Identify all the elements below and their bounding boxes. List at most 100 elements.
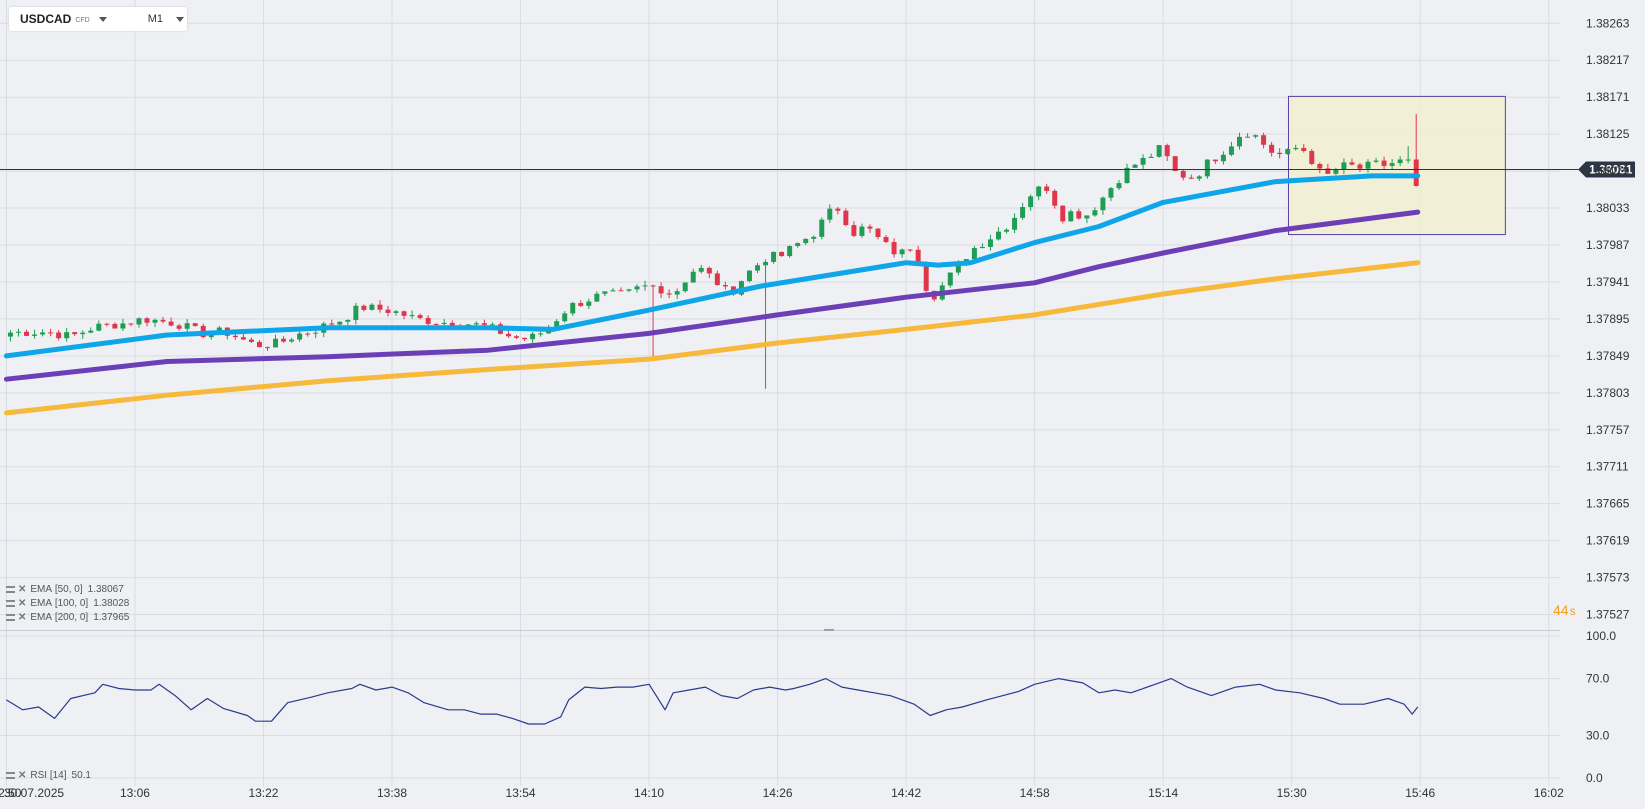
candle-body	[915, 249, 921, 264]
candle-body	[1389, 163, 1395, 166]
timeframe-dropdown-chevron-icon[interactable]	[176, 16, 185, 22]
indicator-remove-icon[interactable]: ✕	[18, 598, 27, 609]
candle-body	[586, 301, 592, 306]
indicator-remove-icon[interactable]: ✕	[18, 612, 27, 623]
candle-body	[1341, 162, 1347, 170]
candle-body	[136, 318, 142, 325]
candle-body	[610, 290, 616, 292]
candle-body	[1012, 217, 1018, 230]
price-axis-label: 1.37895	[1586, 312, 1630, 326]
candle-body	[1277, 152, 1283, 155]
rsi-axis-label: 100.0	[1586, 629, 1616, 643]
current-price-label: 1.38081	[1589, 163, 1633, 177]
candle-body	[522, 337, 528, 340]
candle-body	[1164, 145, 1170, 157]
candle-body	[184, 323, 190, 329]
candle-body	[907, 249, 913, 251]
candle-body	[803, 238, 809, 244]
indicator-remove-icon[interactable]: ✕	[18, 770, 27, 781]
time-axis-label: 13:54	[506, 786, 536, 800]
candle-body	[923, 263, 929, 291]
candle-body	[811, 236, 817, 239]
current-price-tag	[1578, 161, 1635, 178]
indicator-remove-icon[interactable]: ✕	[18, 584, 27, 595]
candle-body	[208, 334, 214, 338]
candle-body	[843, 210, 849, 226]
candle-body	[618, 290, 624, 292]
candle-body	[329, 323, 335, 325]
time-axis-label: 13:06	[120, 786, 150, 800]
candle-body	[554, 321, 560, 328]
candle-body	[642, 285, 648, 287]
candle-body	[1269, 144, 1275, 153]
candle-body	[987, 239, 993, 247]
candle-body	[947, 272, 953, 286]
rsi-line	[6, 678, 1419, 725]
candle-body	[891, 242, 897, 255]
candle-body	[96, 323, 102, 331]
candle-body	[1212, 159, 1218, 162]
candle-body	[40, 332, 46, 335]
highlight-rectangle	[1287, 95, 1506, 236]
candle-body	[1357, 164, 1363, 169]
symbol-dropdown-chevron-icon[interactable]	[98, 16, 107, 22]
candle-body	[1301, 147, 1307, 151]
indicator-settings-icon[interactable]	[6, 600, 15, 607]
candle-body	[996, 231, 1001, 240]
candle-body	[473, 323, 479, 325]
candle-body	[313, 332, 319, 334]
candle-body	[377, 304, 383, 310]
indicator-settings-icon[interactable]	[6, 614, 15, 621]
candle-body	[56, 332, 62, 339]
candle-body	[1108, 188, 1114, 198]
candle-body	[1405, 159, 1411, 161]
symbol-type: CFD	[75, 16, 90, 24]
candle-body	[1172, 156, 1178, 171]
timeframe-selector[interactable]: M1	[147, 13, 164, 25]
price-axis-label: 1.37757	[1586, 423, 1630, 437]
candle-body	[1084, 215, 1090, 219]
symbol-selector[interactable]: USDCAD CFD M1	[9, 7, 187, 31]
candle-body	[690, 271, 696, 283]
candle-body	[602, 291, 608, 294]
indicator-name: EMA	[30, 598, 53, 609]
candle-body	[955, 262, 961, 273]
candle-body	[1309, 150, 1315, 164]
candle-body	[1285, 149, 1291, 155]
candle-body	[433, 323, 439, 325]
candle-body	[714, 273, 720, 286]
candle-body	[779, 251, 785, 257]
candle-body	[385, 309, 391, 313]
candle-body	[1028, 196, 1034, 208]
date-axis-label: 30.07.2025	[4, 786, 64, 800]
candle-body	[755, 265, 760, 271]
candle-body	[1333, 169, 1339, 174]
indicator-settings-icon[interactable]	[6, 586, 15, 593]
candle-body	[176, 325, 182, 329]
candle-body	[112, 323, 118, 329]
candle-body	[72, 332, 78, 335]
candle-body	[1116, 183, 1122, 189]
candle-body	[48, 332, 54, 334]
candle-body	[192, 323, 198, 326]
candle-body	[361, 305, 367, 310]
candle-body	[441, 322, 447, 325]
price-axis-label: 1.37573	[1586, 571, 1630, 585]
indicator-settings-icon[interactable]	[6, 772, 15, 779]
candle-body	[634, 286, 640, 290]
price-axis-label: 1.37665	[1586, 497, 1630, 511]
candle-body	[281, 338, 287, 342]
price-axis-label: 1.37803	[1586, 386, 1630, 400]
candle-body	[763, 261, 769, 266]
time-axis-label: 14:58	[1020, 786, 1050, 800]
candle-body	[1140, 157, 1146, 165]
time-axis-label: 12:50	[0, 786, 22, 800]
time-axis-label: 14:42	[891, 786, 921, 800]
candle-body	[489, 324, 495, 326]
candle-body	[505, 333, 511, 337]
candle-body	[883, 237, 889, 243]
pane-resize-handle	[824, 629, 834, 631]
time-axis-label: 13:38	[377, 786, 407, 800]
